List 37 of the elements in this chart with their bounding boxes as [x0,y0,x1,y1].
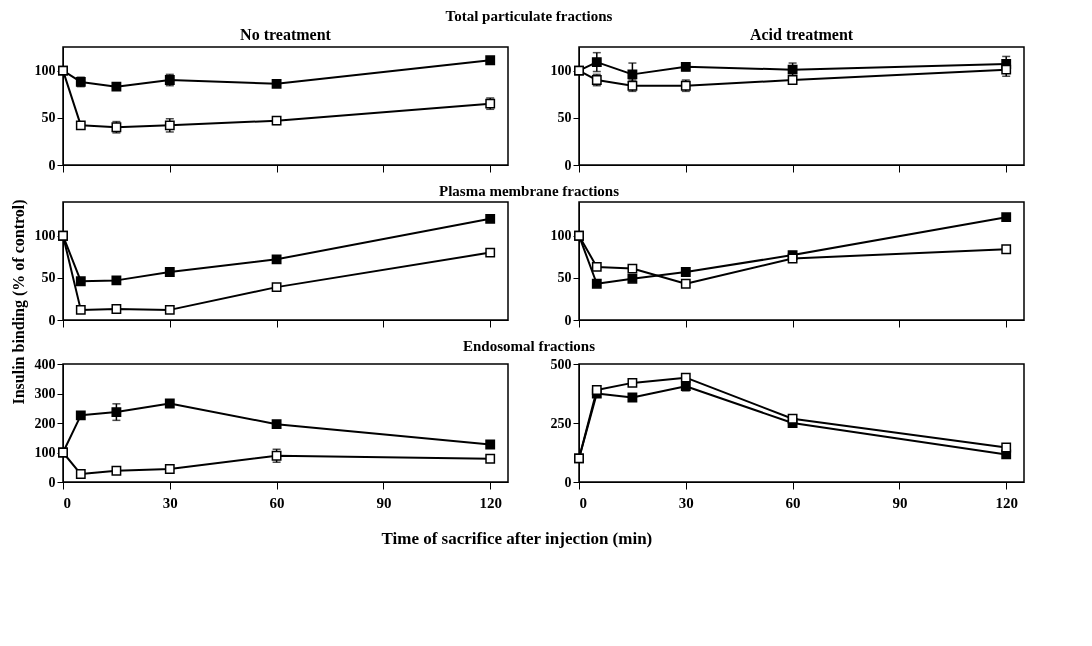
chart-title: Acid treatment [749,26,854,43]
y-tick-label: 50 [41,270,56,286]
x-tick-label: 120 [995,494,1018,511]
x-tick-label: 0 [63,494,71,511]
y-tick-label: 0 [564,474,572,490]
y-tick-label: 50 [557,270,572,286]
y-tick-label: 0 [48,474,56,490]
y-tick-label: 0 [48,157,56,173]
y-tick-label: 100 [34,228,56,244]
y-tick-label: 100 [34,445,56,460]
y-tick-label: 50 [41,110,56,126]
x-tick-label: 60 [269,494,285,511]
x-tick-label: 0 [579,494,587,511]
x-tick-label: 120 [479,494,502,511]
y-tick-label: 0 [48,312,56,328]
x-tick-label: 30 [162,494,178,511]
y-axis-title: Insulin binding (% of control) [10,199,28,405]
y-tick-label: 0 [564,312,572,328]
y-tick-label: 250 [550,415,572,431]
chart-title: No treatment [240,26,332,43]
x-tick-label: 90 [376,494,392,511]
y-tick-label: 300 [34,386,56,401]
y-tick-label: 500 [550,356,572,372]
y-tick-label: 100 [34,63,56,79]
y-tick-label: 50 [557,110,572,126]
y-tick-label: 400 [34,356,56,372]
x-tick-label: 60 [785,494,801,511]
y-tick-label: 100 [550,63,572,79]
x-axis-title: Time of sacrifice after injection (min) [381,529,653,548]
x-tick-label: 90 [892,494,908,511]
chart-subtitle: Total particulate fractions [445,8,613,25]
chart-subtitle: Endosomal fractions [462,338,596,355]
y-tick-label: 100 [550,228,572,244]
y-tick-label: 0 [564,157,572,173]
x-tick-label: 30 [678,494,694,511]
y-tick-label: 200 [34,415,56,431]
chart-subtitle: Plasma membrane fractions [439,183,620,200]
